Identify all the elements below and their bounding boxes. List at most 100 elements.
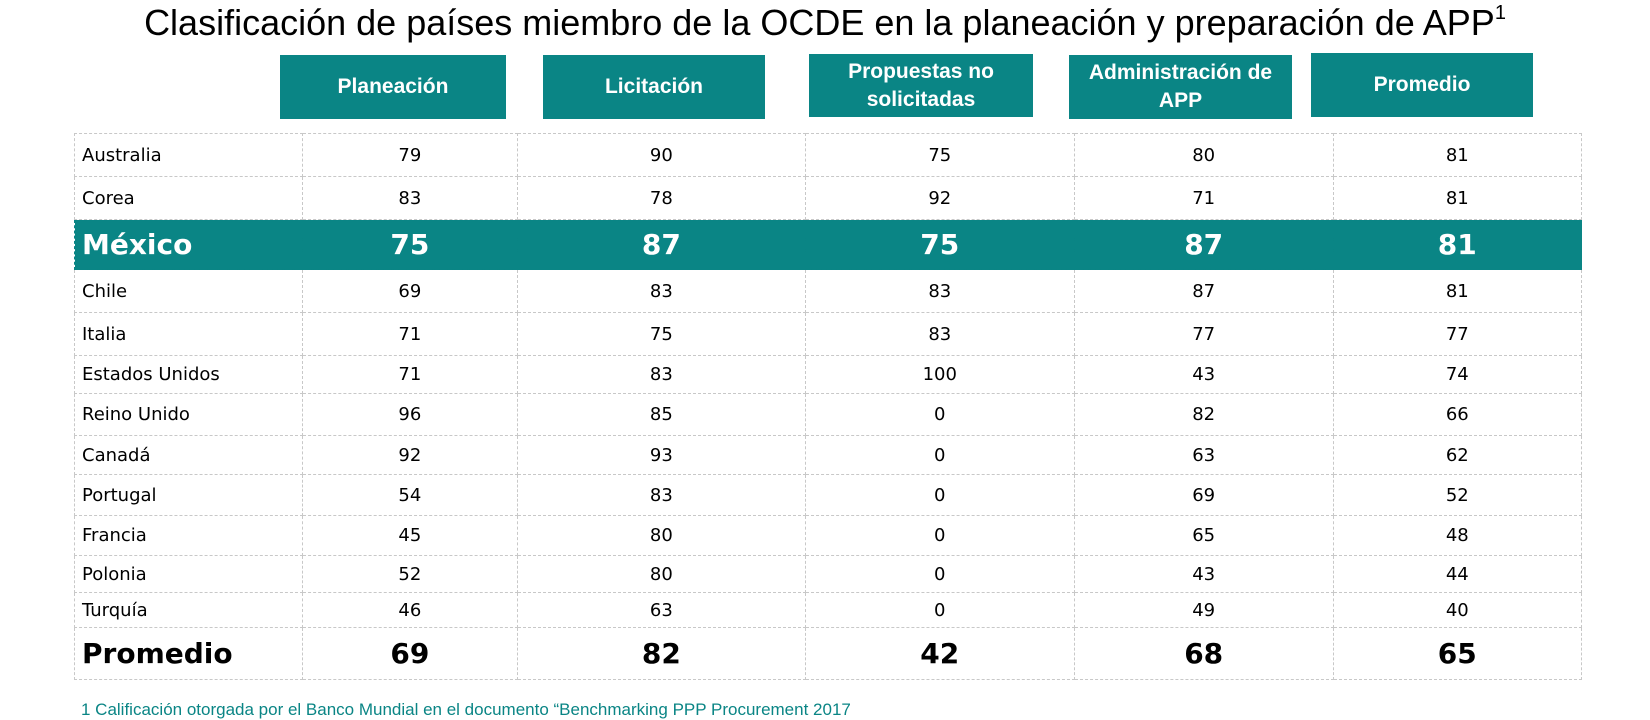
score-cell: 44: [1332, 555, 1583, 593]
average-row: Promedio 69 82 42 68 65: [74, 627, 1583, 680]
country-cell: Estados Unidos: [74, 355, 303, 394]
header-promedio: Promedio: [1311, 53, 1533, 117]
score-cell: 81: [1332, 133, 1583, 177]
score-cell: 83: [516, 355, 806, 394]
table-row: Australia 79 90 75 80 81: [74, 133, 1583, 177]
score-cell: 69: [301, 627, 518, 680]
score-cell: 80: [516, 515, 806, 556]
score-cell: 74: [1332, 355, 1583, 394]
score-cell: 81: [1332, 269, 1583, 313]
table-row: Chile 69 83 83 87 81: [74, 269, 1583, 313]
country-cell: México: [74, 219, 303, 270]
title-footnote-marker: 1: [1494, 2, 1506, 24]
header-administracion: Administración de APP: [1069, 55, 1292, 119]
score-cell: 90: [516, 133, 806, 177]
score-cell: 66: [1332, 393, 1583, 436]
score-cell: 75: [804, 133, 1075, 177]
score-cell: 81: [1332, 219, 1583, 270]
score-cell: 40: [1332, 592, 1583, 628]
score-cell: 96: [301, 393, 518, 436]
score-cell: 0: [804, 435, 1075, 475]
score-cell: 92: [301, 435, 518, 475]
ranking-table: Australia 79 90 75 80 81 Corea 83 78 92 71 81 México…: [74, 133, 1583, 680]
score-cell: 81: [1332, 176, 1583, 220]
score-cell: 42: [804, 627, 1075, 680]
page-title: Clasificación de países miembro de la OC…: [0, 2, 1650, 44]
score-cell: 83: [516, 474, 806, 516]
score-cell: 43: [1073, 555, 1334, 593]
score-cell: 83: [301, 176, 518, 220]
score-cell: 63: [516, 592, 806, 628]
score-cell: 0: [804, 592, 1075, 628]
score-cell: 71: [1073, 176, 1334, 220]
table-row: Portugal 54 83 0 69 52: [74, 474, 1583, 516]
table-row: Turquía 46 63 0 49 40: [74, 592, 1583, 628]
country-cell: Chile: [74, 269, 303, 313]
score-cell: 71: [301, 355, 518, 394]
score-cell: 83: [804, 269, 1075, 313]
score-cell: 52: [1332, 474, 1583, 516]
score-cell: 85: [516, 393, 806, 436]
country-cell: Polonia: [74, 555, 303, 593]
score-cell: 62: [1332, 435, 1583, 475]
table-row: Francia 45 80 0 65 48: [74, 515, 1583, 556]
country-cell: Portugal: [74, 474, 303, 516]
country-cell: Reino Unido: [74, 393, 303, 436]
score-cell: 69: [301, 269, 518, 313]
score-cell: 83: [804, 312, 1075, 356]
country-cell: Italia: [74, 312, 303, 356]
score-cell: 54: [301, 474, 518, 516]
country-cell: Francia: [74, 515, 303, 556]
title-text: Clasificación de países miembro de la OC…: [144, 2, 1495, 43]
score-cell: 0: [804, 393, 1075, 436]
header-licitacion: Licitación: [543, 55, 765, 119]
score-cell: 87: [516, 219, 806, 270]
score-cell: 78: [516, 176, 806, 220]
score-cell: 77: [1073, 312, 1334, 356]
score-cell: 52: [301, 555, 518, 593]
score-cell: 0: [804, 474, 1075, 516]
score-cell: 0: [804, 555, 1075, 593]
score-cell: 87: [1073, 219, 1334, 270]
score-cell: 68: [1073, 627, 1334, 680]
score-cell: 71: [301, 312, 518, 356]
score-cell: 75: [516, 312, 806, 356]
score-cell: 92: [804, 176, 1075, 220]
footnote: 1 Calificación otorgada por el Banco Mun…: [81, 700, 851, 719]
table-row: Reino Unido 96 85 0 82 66: [74, 393, 1583, 436]
score-cell: 43: [1073, 355, 1334, 394]
country-cell: Corea: [74, 176, 303, 220]
score-cell: 69: [1073, 474, 1334, 516]
score-cell: 83: [516, 269, 806, 313]
header-propuestas: Propuestas no solicitadas: [809, 54, 1033, 117]
table-row-highlight: México 75 87 75 87 81: [74, 219, 1583, 270]
country-cell: Canadá: [74, 435, 303, 475]
table-row: Polonia 52 80 0 43 44: [74, 555, 1583, 593]
country-cell: Turquía: [74, 592, 303, 628]
score-cell: 82: [516, 627, 806, 680]
score-cell: 0: [804, 515, 1075, 556]
score-cell: 93: [516, 435, 806, 475]
table-row: Corea 83 78 92 71 81: [74, 176, 1583, 220]
score-cell: 46: [301, 592, 518, 628]
table-row: Estados Unidos 71 83 100 43 74: [74, 355, 1583, 394]
score-cell: 87: [1073, 269, 1334, 313]
score-cell: 48: [1332, 515, 1583, 556]
table-row: Canadá 92 93 0 63 62: [74, 435, 1583, 475]
score-cell: 45: [301, 515, 518, 556]
score-cell: 65: [1332, 627, 1583, 680]
score-cell: 75: [301, 219, 518, 270]
country-cell: Promedio: [74, 627, 303, 680]
score-cell: 79: [301, 133, 518, 177]
score-cell: 75: [804, 219, 1075, 270]
score-cell: 80: [1073, 133, 1334, 177]
header-planeacion: Planeación: [280, 55, 506, 119]
table-row: Italia 71 75 83 77 77: [74, 312, 1583, 356]
score-cell: 63: [1073, 435, 1334, 475]
score-cell: 82: [1073, 393, 1334, 436]
score-cell: 77: [1332, 312, 1583, 356]
score-cell: 49: [1073, 592, 1334, 628]
score-cell: 100: [804, 355, 1075, 394]
score-cell: 80: [516, 555, 806, 593]
score-cell: 65: [1073, 515, 1334, 556]
